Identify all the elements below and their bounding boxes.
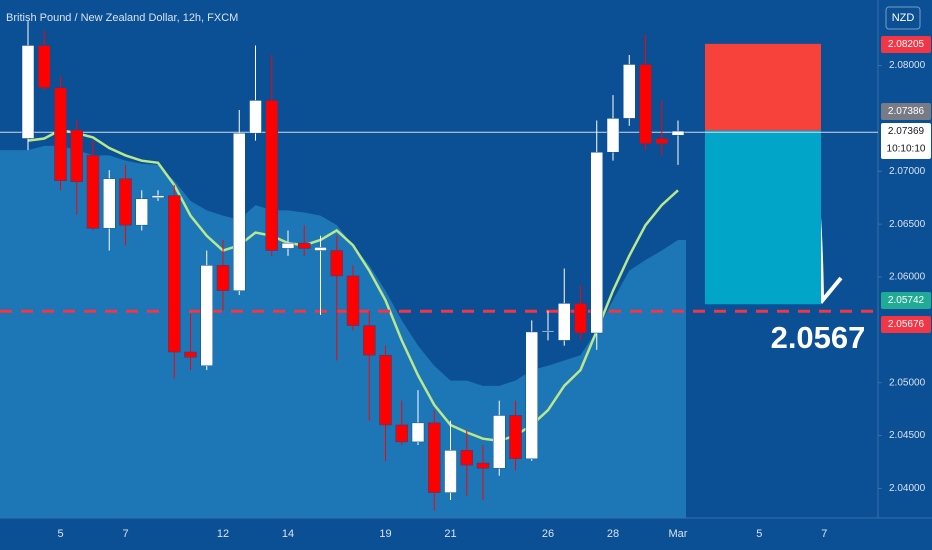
x-tick-label: 5 bbox=[756, 528, 762, 540]
price-label: 2.07386 bbox=[888, 106, 925, 117]
target-annotation: 2.0567 bbox=[771, 320, 866, 355]
currency-box bbox=[885, 6, 921, 30]
stop-zone bbox=[705, 43, 821, 131]
candle-body bbox=[135, 198, 148, 226]
candle-body bbox=[525, 331, 538, 460]
target-zone bbox=[705, 130, 821, 305]
x-tick-label: Mar bbox=[669, 528, 688, 540]
y-tick-label: 2.05000 bbox=[889, 377, 926, 388]
candle-body bbox=[379, 354, 392, 426]
candle-body bbox=[606, 118, 620, 153]
candle-body bbox=[476, 462, 490, 469]
candle-body bbox=[541, 330, 555, 333]
candle-body bbox=[249, 100, 262, 134]
candle-body bbox=[314, 247, 327, 251]
x-tick-label: 19 bbox=[379, 528, 391, 540]
candle-body bbox=[216, 265, 230, 291]
candle-body bbox=[671, 130, 685, 136]
candle-body bbox=[460, 450, 473, 466]
candle-body bbox=[184, 351, 197, 358]
x-tick-label: 7 bbox=[821, 528, 827, 540]
x-tick-label: 14 bbox=[282, 528, 294, 540]
y-tick-label: 2.06500 bbox=[889, 219, 926, 230]
candle-body bbox=[590, 151, 603, 334]
currency: NZD bbox=[892, 12, 915, 24]
price-label-box bbox=[881, 292, 931, 309]
y-tick-label: 2.07000 bbox=[889, 166, 926, 177]
candle-body bbox=[86, 155, 100, 229]
candle-body bbox=[21, 45, 35, 139]
x-tick-label: 7 bbox=[122, 528, 128, 540]
y-tick-label: 2.04500 bbox=[889, 430, 926, 441]
candle-body bbox=[444, 450, 457, 493]
y-tick-label: 2.08000 bbox=[889, 60, 926, 71]
candle-body bbox=[330, 250, 343, 277]
candle-body bbox=[509, 415, 522, 460]
candle-body bbox=[428, 422, 441, 493]
price-label: 2.05676 bbox=[888, 319, 925, 330]
price-label: 2.07369 bbox=[888, 126, 925, 137]
price-label: 2.08205 bbox=[888, 39, 925, 50]
candle-body bbox=[346, 275, 360, 326]
moving-average bbox=[27, 128, 679, 443]
price-label-box bbox=[881, 36, 931, 53]
candle-body bbox=[265, 100, 278, 251]
candle-body bbox=[493, 415, 506, 469]
candle-body bbox=[623, 64, 636, 119]
price-label-box bbox=[881, 103, 931, 120]
candle-body bbox=[168, 195, 181, 353]
y-tick-label: 2.06000 bbox=[889, 272, 926, 283]
x-tick-label: 26 bbox=[542, 528, 554, 540]
candle-body bbox=[363, 325, 376, 356]
candle-body bbox=[298, 242, 311, 249]
candle-body bbox=[655, 138, 668, 145]
x-tick-label: 28 bbox=[607, 528, 619, 540]
candle-body bbox=[411, 422, 425, 443]
candle-body bbox=[54, 87, 67, 182]
x-tick-label: 5 bbox=[57, 528, 63, 540]
candle-body bbox=[639, 64, 652, 145]
x-tick-label: 21 bbox=[444, 528, 456, 540]
candle-body bbox=[38, 45, 51, 88]
chart-title: British Pound / New Zealand Dollar, 12h,… bbox=[6, 12, 238, 24]
price-label-box bbox=[881, 123, 931, 159]
candle-body bbox=[395, 424, 408, 443]
candle-body bbox=[119, 178, 132, 226]
candle-body bbox=[103, 178, 116, 229]
countdown: 10:10:10 bbox=[887, 144, 926, 155]
x-tick-label: 12 bbox=[217, 528, 229, 540]
price-label: 2.05742 bbox=[888, 295, 925, 306]
candle-body bbox=[574, 303, 587, 334]
candle-body bbox=[558, 303, 571, 341]
y-tick-label: 2.04000 bbox=[889, 483, 926, 494]
candle-body bbox=[200, 265, 213, 367]
price-label-box bbox=[881, 316, 931, 333]
candle-body bbox=[233, 132, 246, 291]
candle-body bbox=[70, 129, 83, 183]
candle-body bbox=[281, 242, 295, 249]
candle-body bbox=[151, 195, 165, 198]
